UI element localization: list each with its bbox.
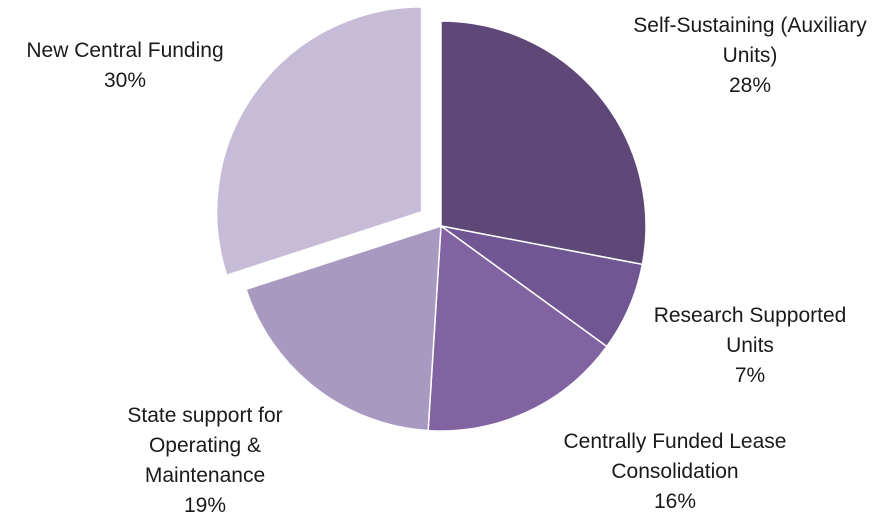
slice-labels: Self-Sustaining (Auxiliary Units) 28% Resea… — [26, 14, 867, 517]
pie-slice-1 — [440, 20, 647, 266]
pie-slice-5 — [215, 6, 423, 277]
slice-label-3: Centrally Funded Lease Consolidation 16% — [564, 430, 787, 513]
pie-slices — [215, 6, 647, 432]
slice-label-2: Research Supported Units 7% — [654, 304, 847, 387]
pie-slice-3 — [427, 224, 608, 432]
slice-label-1: Self-Sustaining (Auxiliary Units) 28% — [633, 14, 867, 97]
slice-label-5: New Central Funding 30% — [26, 39, 223, 92]
slice-label-4: State support for Operating & Maintenance 1… — [127, 404, 282, 517]
pie-slice-4 — [245, 224, 442, 432]
